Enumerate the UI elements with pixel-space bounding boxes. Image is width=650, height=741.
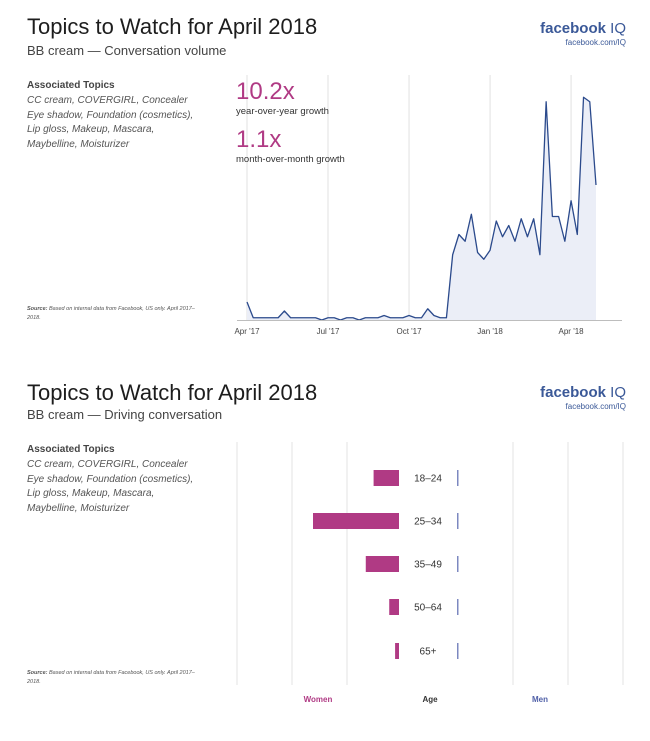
associated-topics-list: CC cream, COVERGIRL, Concealer Eye shado… bbox=[27, 95, 194, 150]
men-bar bbox=[457, 556, 459, 572]
page-title: Topics to Watch for April 2018 bbox=[27, 380, 318, 405]
volume-area bbox=[247, 97, 596, 320]
page-subtitle: BB cream — Conversation volume bbox=[27, 43, 227, 58]
women-bar bbox=[395, 643, 399, 659]
legend-men: Men bbox=[532, 695, 548, 704]
age-label: 35–49 bbox=[414, 560, 442, 571]
source-label: Source: bbox=[27, 670, 48, 676]
brand-name: facebook bbox=[540, 20, 606, 37]
source-text: Based on internal data from Facebook, US… bbox=[27, 306, 195, 321]
source-text: Based on internal data from Facebook, US… bbox=[27, 670, 195, 685]
associated-topics-heading: Associated Topics bbox=[27, 80, 115, 91]
age-label: 18–24 bbox=[414, 474, 442, 485]
source-note: Source: Based on internal data from Face… bbox=[27, 305, 202, 323]
legend-women: Women bbox=[304, 695, 333, 704]
x-tick-label: Apr '17 bbox=[234, 327, 260, 336]
source-label: Source: bbox=[27, 306, 48, 312]
men-bar bbox=[457, 599, 459, 615]
mom-growth-label: month-over-month growth bbox=[236, 154, 345, 165]
age-label: 50–64 bbox=[414, 603, 442, 614]
x-tick-label: Oct '17 bbox=[396, 327, 422, 336]
conversation-volume-panel: Topics to Watch for April 2018 BB cream … bbox=[0, 0, 650, 370]
brand-url[interactable]: facebook.com/IQ bbox=[565, 402, 626, 411]
facebook-iq-logo[interactable]: facebook IQ facebook.com/IQ bbox=[540, 20, 626, 47]
associated-topics-list: CC cream, COVERGIRL, Concealer Eye shado… bbox=[27, 459, 194, 514]
conversation-volume-chart: Apr '17 Jul '17 Oct '17 Jan '18 Apr '18 bbox=[234, 75, 622, 336]
women-bar bbox=[373, 470, 399, 486]
brand-url[interactable]: facebook.com/IQ bbox=[565, 38, 626, 47]
men-bar bbox=[457, 513, 459, 529]
women-bar bbox=[365, 556, 399, 572]
men-bar bbox=[457, 643, 459, 659]
x-tick-label: Jul '17 bbox=[317, 327, 340, 336]
associated-topics-heading: Associated Topics bbox=[27, 444, 115, 455]
brand-suffix: IQ bbox=[610, 20, 626, 37]
age-label: 65+ bbox=[420, 647, 437, 658]
x-tick-label: Apr '18 bbox=[559, 327, 585, 336]
brand-name: facebook bbox=[540, 384, 606, 401]
source-note: Source: Based on internal data from Face… bbox=[27, 669, 202, 687]
women-bar bbox=[389, 599, 399, 615]
demographics-chart: 18–24 25–34 35–49 50–64 65+ Women Age Men bbox=[236, 442, 624, 704]
legend-age: Age bbox=[422, 695, 438, 704]
volume-line bbox=[246, 96, 597, 321]
page-title: Topics to Watch for April 2018 bbox=[27, 14, 318, 39]
men-bar bbox=[457, 470, 459, 486]
facebook-iq-logo[interactable]: facebook IQ facebook.com/IQ bbox=[540, 384, 626, 411]
mom-growth-value: 1.1x bbox=[236, 126, 282, 153]
driving-conversation-panel: Topics to Watch for April 2018 BB cream … bbox=[0, 370, 650, 740]
yoy-growth-value: 10.2x bbox=[236, 78, 295, 105]
page-subtitle: BB cream — Driving conversation bbox=[27, 407, 223, 422]
women-bar bbox=[313, 513, 399, 529]
yoy-growth-label: year-over-year growth bbox=[236, 106, 329, 117]
x-tick-label: Jan '18 bbox=[477, 327, 503, 336]
brand-suffix: IQ bbox=[610, 384, 626, 401]
age-label: 25–34 bbox=[414, 517, 442, 528]
